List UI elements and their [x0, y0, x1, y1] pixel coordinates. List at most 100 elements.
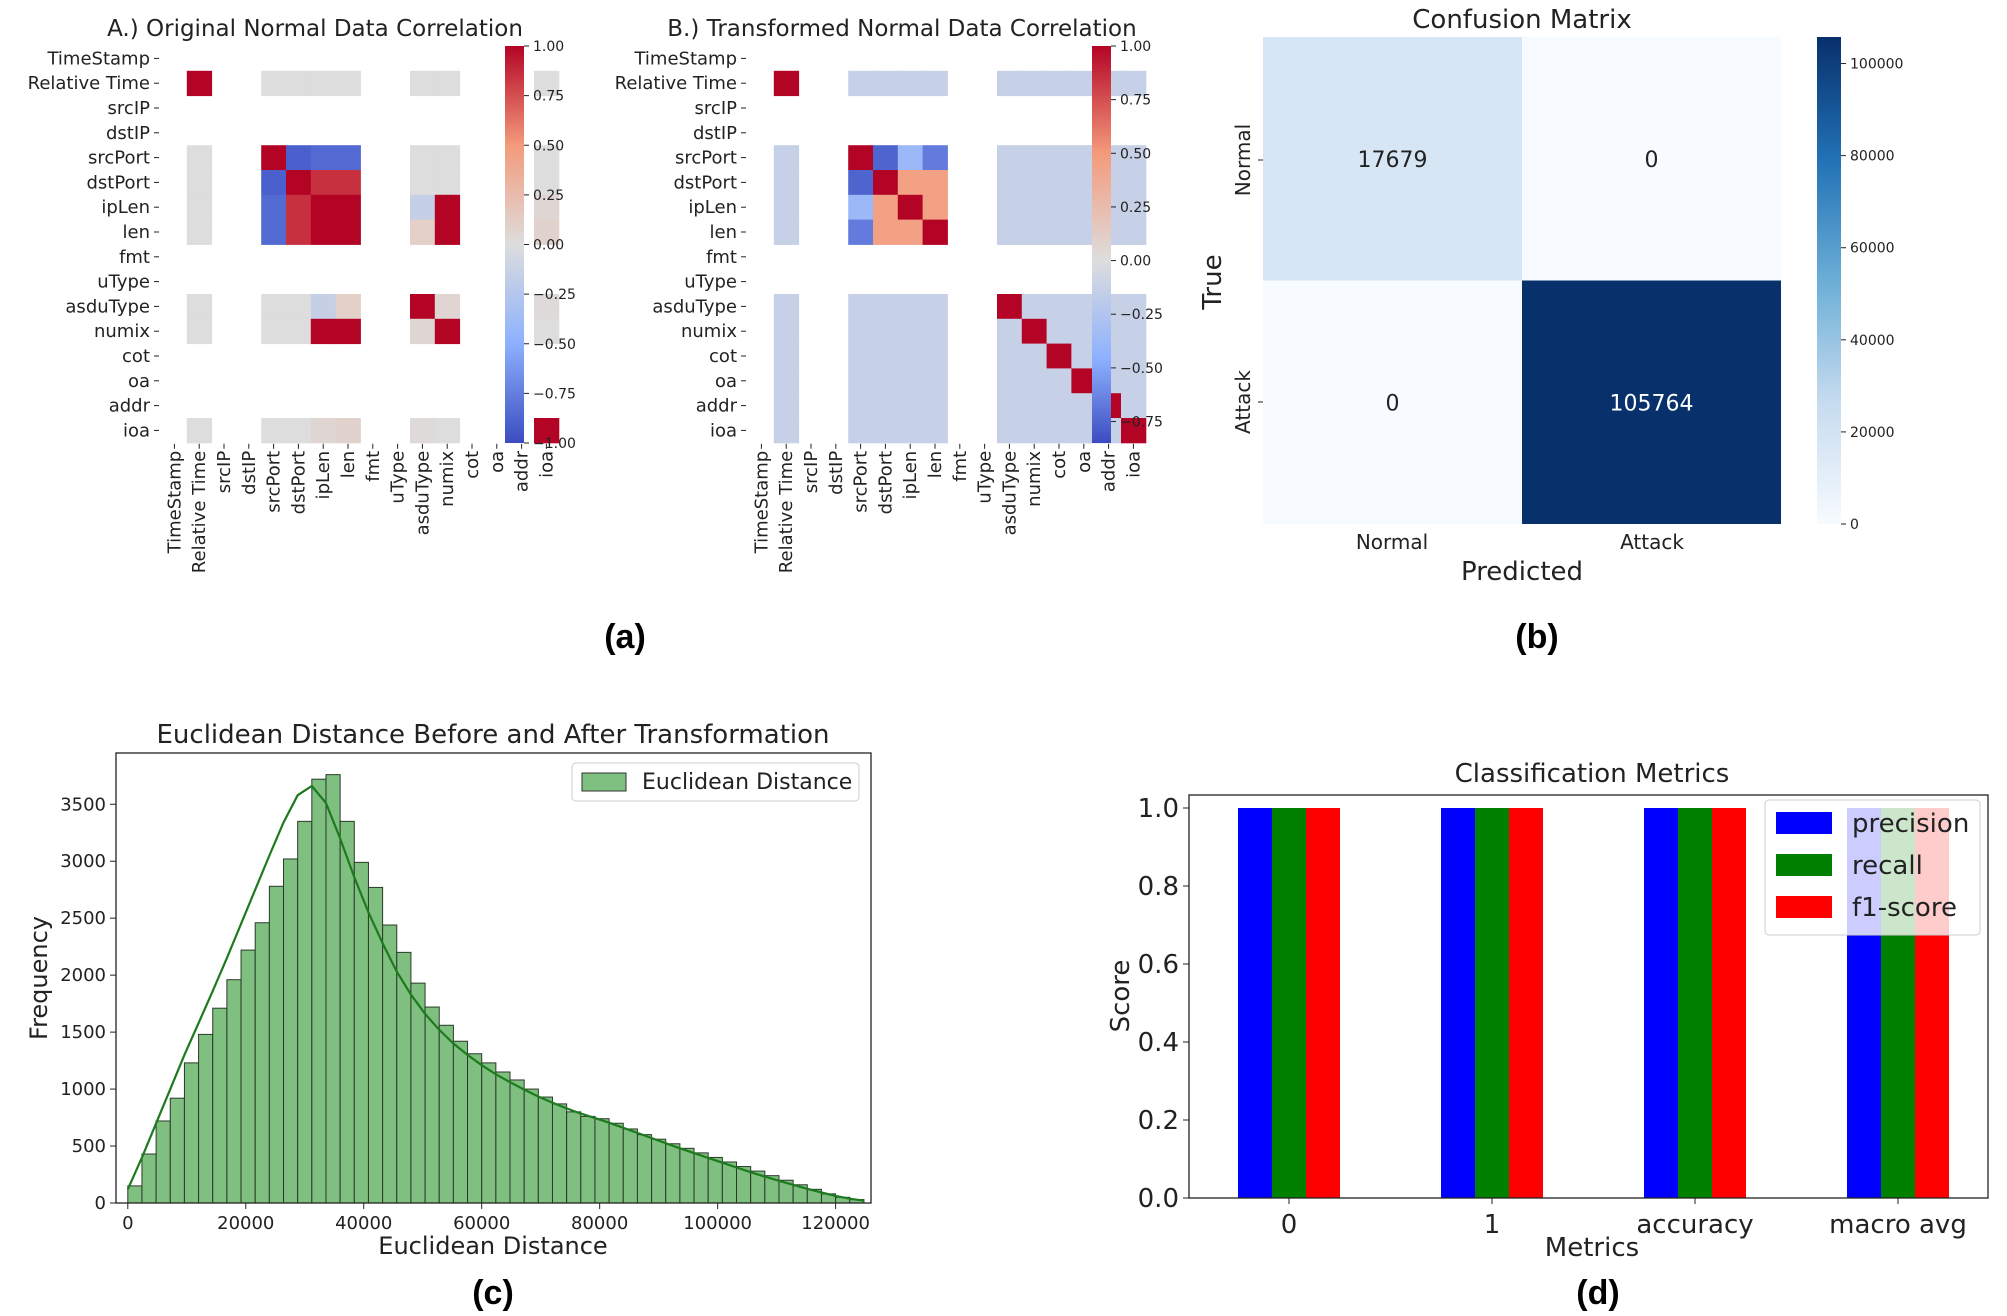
heatmap-transformed: B.) Transformed Normal Data Correlation … [615, 16, 1163, 573]
b-cell-5-15 [1121, 170, 1147, 196]
hist-bar-15 [339, 820, 355, 1204]
a-cell-6-4 [261, 194, 287, 221]
a-cell-11-10 [410, 318, 436, 345]
a-ylabel-5: dstPort [86, 172, 150, 193]
hist-ylabel: Frequency [25, 916, 53, 1040]
cm-value-0-0: 17679 [1358, 148, 1428, 173]
metrics-legend-label-recall: recall [1852, 851, 1923, 881]
hist-bar-41 [707, 1156, 723, 1204]
a-cell-11-4 [261, 318, 287, 345]
hist-bar-31 [566, 1111, 582, 1204]
a-cell-11-15 [534, 318, 560, 345]
a-cell-6-7 [335, 194, 361, 221]
hist-bar-24 [467, 1053, 483, 1204]
cm-xlabel: Predicted [1461, 557, 1583, 587]
metrics-xtick-label-1: 1 [1484, 1210, 1501, 1240]
hist-bar-26 [495, 1071, 511, 1204]
b-ylabel-7: len [710, 222, 737, 243]
cm-cb-label-4: 20000 [1850, 425, 1895, 441]
b-cell-10-7 [922, 294, 948, 320]
a-cell-5-11 [434, 170, 461, 196]
a-cell-5-15 [534, 170, 560, 196]
a-cell-5-1 [186, 170, 213, 196]
b-cell-7-4 [848, 219, 874, 245]
a-cell-7-5 [286, 219, 312, 245]
a-cell-10-10 [410, 294, 436, 320]
b-xlabel-8: fmt [950, 451, 971, 482]
hist-bar-40 [693, 1152, 709, 1204]
hist-xtick-label-2: 40000 [335, 1213, 392, 1234]
a-xlabel-4: srcPort [264, 451, 285, 513]
a-xlabel-12: cot [462, 451, 483, 479]
b-cell-7-15 [1121, 219, 1147, 245]
hist-bar-10 [268, 885, 285, 1204]
b-xlabel-13: oa [1074, 451, 1095, 473]
a-xlabel-1: Relative Time [189, 451, 210, 573]
a-ylabel-0: TimeStamp [46, 48, 150, 69]
metrics-ytick-label-4: 0.8 [1138, 872, 1179, 902]
hist-bar-21 [424, 1006, 440, 1204]
metrics-legend-label-precision: precision [1852, 809, 1969, 839]
b-cell-10-10 [997, 294, 1023, 320]
hist-bar-38 [665, 1143, 681, 1204]
b-cell-13-5 [873, 368, 899, 394]
b-cell-13-15 [1121, 368, 1147, 394]
b-ylabel-1: Relative Time [615, 73, 737, 94]
b-cell-12-7 [922, 343, 948, 369]
b-cb-label-7: −0.75 [1120, 415, 1163, 431]
a-ylabel-8: fmt [119, 247, 150, 268]
a-cell-15-5 [286, 418, 312, 444]
a-cb-label-1: 0.75 [533, 89, 564, 105]
b-cell-10-1 [773, 294, 800, 320]
b-cell-7-12 [1046, 219, 1072, 245]
b-ylabel-6: ipLen [688, 197, 737, 218]
b-cell-14-7 [922, 393, 948, 419]
a-cb-label-3: 0.25 [533, 188, 564, 204]
b-cell-13-1 [773, 368, 800, 394]
a-cell-10-5 [286, 294, 312, 320]
b-cell-14-1 [773, 393, 800, 419]
a-cell-1-6 [310, 70, 337, 97]
b-cell-11-12 [1046, 318, 1072, 345]
b-cell-5-11 [1021, 170, 1048, 196]
b-xlabel-10: asduType [999, 451, 1020, 536]
a-cell-4-11 [434, 145, 461, 171]
a-cb-label-0: 1.00 [533, 39, 564, 55]
hist-bar-29 [537, 1096, 553, 1204]
a-ylabel-10: asduType [65, 296, 150, 317]
cm-cb-label-2: 60000 [1850, 241, 1895, 257]
hist-xtick-label-3: 60000 [453, 1213, 510, 1234]
b-xlabel-4: srcPort [851, 451, 872, 513]
b-cell-6-7 [922, 194, 948, 221]
a-cell-1-1 [186, 70, 213, 97]
b-cell-13-11 [1021, 368, 1048, 394]
b-ylabel-8: fmt [706, 247, 737, 268]
hist-bar-13 [311, 778, 327, 1204]
hist-bar-28 [523, 1088, 539, 1204]
metric-bar-f1-score-1 [1509, 808, 1543, 1198]
colorbar-cm [1817, 37, 1841, 524]
b-cell-6-6 [897, 194, 924, 221]
b-cell-5-12 [1046, 170, 1072, 196]
hist-bar-25 [481, 1062, 497, 1204]
hist-xtick-label-4: 80000 [571, 1213, 628, 1234]
heatmap-original: A.) Original Normal Data Correlation Tim… [28, 16, 576, 573]
a-cb-label-4: 0.00 [533, 238, 564, 254]
a-cell-11-6 [310, 318, 337, 345]
metrics-legend-swatch-recall [1776, 854, 1832, 876]
b-cell-15-11 [1021, 418, 1048, 444]
a-xlabel-7: len [338, 451, 359, 478]
metric-bar-precision-1 [1441, 808, 1475, 1198]
metrics-ytick-label-0: 0.0 [1138, 1184, 1179, 1214]
metric-bar-recall-2 [1678, 808, 1712, 1198]
hist-xlabel: Euclidean Distance [378, 1232, 607, 1260]
b-cell-11-4 [848, 318, 874, 345]
b-cell-4-1 [773, 145, 800, 171]
hist-legend-label: Euclidean Distance [642, 770, 852, 795]
a-cell-4-5 [286, 145, 312, 171]
b-xlabel-12: cot [1049, 451, 1070, 479]
a-xlabel-14: addr [512, 450, 533, 492]
b-cell-11-15 [1121, 318, 1147, 345]
hist-title: Euclidean Distance Before and After Tran… [157, 720, 830, 750]
a-cell-4-4 [261, 145, 287, 171]
